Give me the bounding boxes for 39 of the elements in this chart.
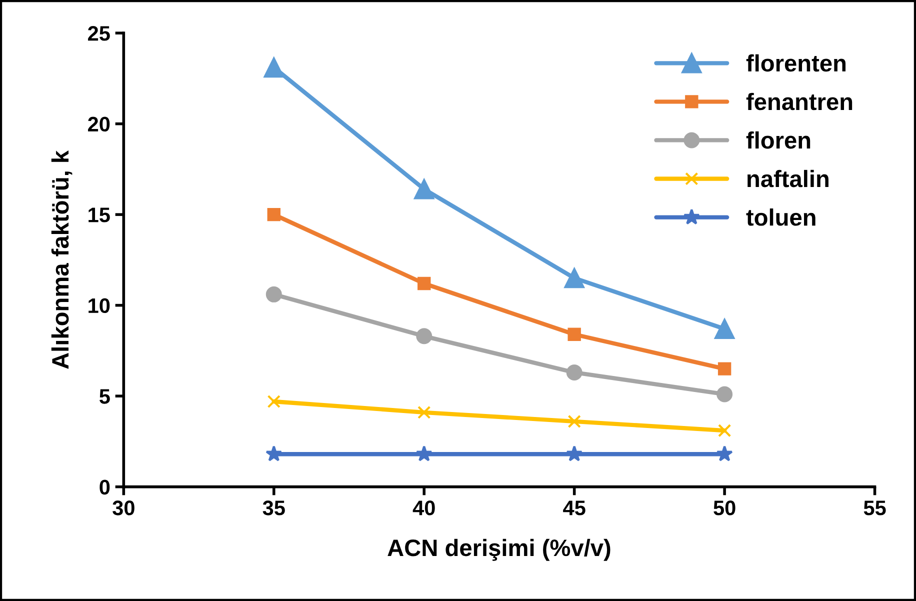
legend-label: floren xyxy=(746,131,810,149)
point xyxy=(716,386,733,402)
y-tick-label: 10 xyxy=(88,298,110,314)
point xyxy=(267,394,280,408)
legend-label: naftalin xyxy=(748,170,828,188)
y-axis-title: Alıkonma faktörü, k xyxy=(51,150,72,369)
point xyxy=(568,328,581,341)
point xyxy=(716,445,733,462)
y-tick-label: 0 xyxy=(100,480,110,495)
point xyxy=(416,445,432,462)
y-tick-label: 15 xyxy=(88,208,110,222)
point xyxy=(566,445,583,462)
legend-label: toluen xyxy=(746,208,816,226)
point xyxy=(267,208,280,222)
point xyxy=(414,179,434,200)
x-tick-label: 55 xyxy=(864,500,886,516)
point xyxy=(564,268,584,288)
point xyxy=(566,364,582,380)
point xyxy=(718,362,732,376)
x-tick-label: 30 xyxy=(112,500,134,516)
x-tick-label: 35 xyxy=(262,500,285,516)
point xyxy=(266,286,282,302)
x-tick-label: 50 xyxy=(714,500,736,516)
x-axis-title: ACN derişimi (%v/v) xyxy=(388,538,610,561)
legend-label: florenten xyxy=(746,54,846,72)
point xyxy=(266,445,282,462)
point xyxy=(714,318,735,339)
y-tick-label: 20 xyxy=(88,116,110,132)
y-tick-label: 25 xyxy=(88,26,110,41)
point xyxy=(418,406,431,419)
y-tick-label: 5 xyxy=(100,389,110,404)
x-tick-label: 45 xyxy=(563,500,586,516)
point xyxy=(418,276,431,290)
point xyxy=(416,328,432,344)
point xyxy=(718,424,732,438)
legend-label: fenantren xyxy=(746,92,852,110)
point xyxy=(264,57,284,78)
point xyxy=(568,414,581,428)
x-tick-label: 40 xyxy=(412,500,435,516)
